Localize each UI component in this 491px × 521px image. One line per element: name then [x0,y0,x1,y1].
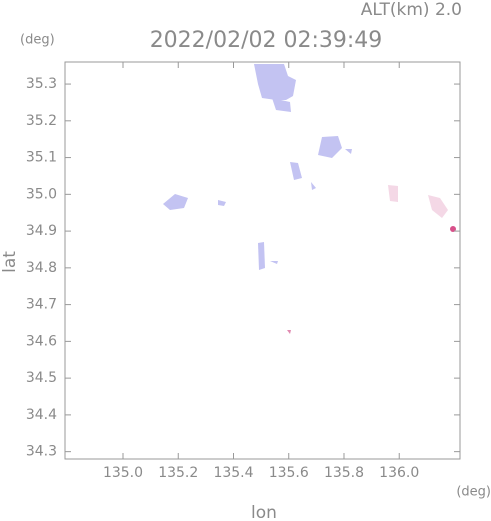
x-tick-label: 135.8 [324,465,364,481]
plot-frame [64,61,461,460]
y-tick-label: 34.8 [26,260,57,276]
echo [318,136,342,158]
echo [272,98,291,112]
echo [163,194,188,210]
x-axis-label: lon [251,503,277,521]
x-tick-label: 135.0 [103,465,143,481]
y-unit: (deg) [20,33,55,48]
y-tick-label: 34.3 [26,444,57,460]
y-tick-label: 34.9 [26,223,57,239]
x-tick-label: 135.4 [213,465,253,481]
y-tick-label: 34.7 [26,297,57,313]
echo [218,200,226,206]
x-tick-label: 135.2 [158,465,198,481]
x-tick-label: 135.6 [269,465,309,481]
echo [258,242,265,270]
y-axis-label: lat [0,251,20,273]
y-tick-label: 35.2 [26,113,57,129]
y-tick-label: 35.0 [26,186,57,202]
echo-blobs [163,64,352,270]
echo [290,162,302,180]
echo [254,64,296,100]
echo [345,149,352,154]
echo [428,195,448,218]
echo [270,261,278,264]
y-tick-label: 34.4 [26,407,57,423]
echo [287,330,291,334]
echo-blobs-pink [287,185,448,334]
chart-title: 2022/02/02 02:39:49 [150,28,383,53]
echo [388,185,398,202]
x-unit: (deg) [456,485,491,500]
y-tick-label: 34.6 [26,333,57,349]
altitude-label: ALT(km) 2.0 [361,0,462,20]
x-tick-label: 136.0 [379,465,419,481]
echo [311,182,316,190]
echo-point [450,226,456,232]
y-tick-label: 35.1 [26,150,57,166]
y-tick-label: 34.5 [26,370,57,386]
y-tick-label: 35.3 [26,76,57,92]
